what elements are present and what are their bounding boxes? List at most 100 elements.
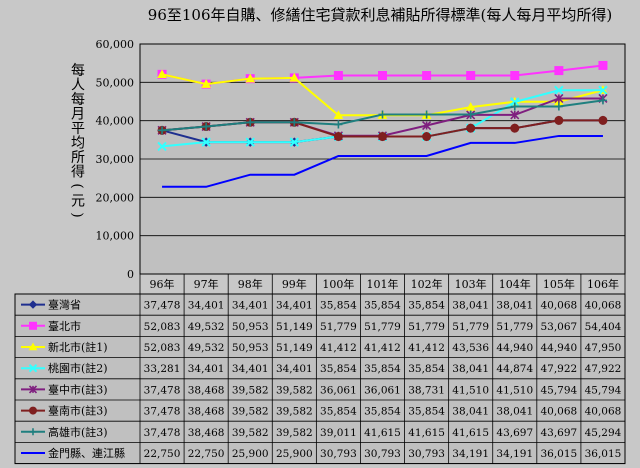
table-cell-value: 51,779 [364, 321, 401, 333]
y-tick-label: 60,000 [96, 38, 135, 51]
data-point [246, 118, 255, 127]
table-cell-value: 41,510 [496, 384, 533, 396]
y-axis-label-char: 均 [71, 136, 85, 152]
table-cell-value: 47,922 [540, 363, 577, 375]
data-point [333, 71, 343, 81]
table-cell-value: 51,779 [408, 321, 445, 333]
table-cell-value: 35,854 [364, 406, 401, 418]
data-point [422, 71, 432, 81]
data-point [29, 406, 37, 415]
data-point [28, 300, 38, 309]
x-tick-label: 99年 [282, 277, 307, 291]
data-point [510, 71, 520, 81]
series-name: 新北市(註1) [48, 340, 108, 354]
table-cell-value: 49,532 [188, 321, 225, 333]
table-cell-value: 39,582 [232, 406, 269, 418]
data-point [290, 118, 299, 127]
y-axis-label-char: 所 [71, 150, 85, 166]
table-cell-value: 39,582 [276, 384, 313, 396]
series-name: 桃園市(註2) [48, 361, 108, 375]
table-cell-value: 37,478 [144, 406, 181, 418]
table-cell-value: 22,750 [188, 448, 225, 460]
data-point [378, 110, 387, 119]
data-point [598, 85, 608, 96]
table-cell-value: 35,854 [364, 363, 401, 375]
y-axis-label-char: 人 [71, 78, 85, 94]
table-cell-value: 50,953 [232, 321, 269, 333]
table-cell-value: 22,750 [144, 448, 181, 460]
table-cell-value: 41,615 [408, 427, 445, 439]
table-cell-value: 39,011 [320, 427, 357, 439]
table-cell-value: 52,083 [144, 321, 181, 333]
data-point [554, 66, 564, 76]
data-point [510, 102, 519, 111]
table-cell-value: 54,404 [585, 321, 622, 333]
table-cell-value: 52,083 [144, 342, 181, 354]
table-cell-value: 33,281 [144, 363, 181, 375]
table-cell-value: 35,854 [320, 300, 357, 312]
data-point [422, 120, 432, 131]
data-point [201, 137, 211, 147]
data-point [29, 321, 37, 330]
table-cell-value: 34,401 [188, 363, 225, 375]
data-point [422, 110, 431, 119]
table-cell-value: 40,068 [585, 406, 622, 418]
data-point [245, 73, 256, 83]
chart-title: 96至106年自購、修繕住宅貸款利息補貼所得標準(每人每月平均所得) [148, 6, 612, 24]
table-cell-value: 38,468 [188, 384, 225, 396]
table-cell-value: 34,401 [276, 300, 313, 312]
table-cell-value: 41,615 [452, 427, 489, 439]
table-cell-value: 37,478 [144, 384, 181, 396]
table-cell-value: 44,940 [540, 342, 577, 354]
series-name: 臺南市(註3) [48, 404, 108, 418]
data-point [554, 102, 563, 111]
data-point [554, 115, 564, 125]
data-point [598, 115, 608, 125]
table-cell-value: 41,615 [364, 427, 401, 439]
x-tick-label: 104年 [499, 277, 531, 291]
data-point [202, 122, 211, 131]
table-cell-value: 36,061 [320, 384, 357, 396]
y-tick-label: 30,000 [96, 153, 135, 166]
x-tick-label: 100年 [322, 277, 354, 291]
table-cell-value: 38,041 [496, 300, 533, 312]
data-point [333, 132, 343, 142]
table-cell-value: 41,412 [320, 342, 357, 354]
table-cell-value: 50,953 [232, 342, 269, 354]
table-cell-value: 34,401 [188, 300, 225, 312]
x-tick-label: 103年 [455, 277, 487, 291]
data-point [422, 132, 432, 142]
data-point [554, 85, 564, 96]
table-cell-value: 30,793 [320, 448, 357, 460]
series-name: 臺灣省 [48, 298, 81, 312]
data-point [466, 110, 475, 119]
y-axis-label-char: ) [69, 212, 85, 217]
series-name: 高雄市(註3) [48, 425, 108, 439]
data-point [334, 120, 343, 129]
y-axis-label-char: 元 [71, 194, 85, 210]
table-cell-value: 38,731 [408, 384, 445, 396]
table-cell-value: 34,401 [232, 300, 269, 312]
series-line [162, 134, 603, 188]
table-cell-value: 36,015 [585, 448, 622, 460]
series-name: 臺北市 [48, 319, 81, 333]
x-tick-label: 105年 [543, 277, 575, 291]
series-高雄市(註3) [158, 96, 607, 135]
y-axis: 0 10,000 20,000 30,000 40,000 50,000 60,000 [96, 38, 135, 281]
table-cell-value: 35,854 [408, 363, 445, 375]
table-cell-value: 40,068 [540, 300, 577, 312]
table-cell-value: 35,854 [364, 300, 401, 312]
table-cell-value: 25,900 [232, 448, 269, 460]
data-point [245, 137, 255, 147]
series-金門縣、連江縣 [162, 134, 603, 188]
y-tick-label: 40,000 [96, 115, 135, 128]
data-point [466, 71, 476, 81]
data-point [157, 69, 167, 79]
x-tick-label: 98年 [238, 277, 263, 291]
data-point [28, 385, 38, 394]
data-point [289, 72, 300, 82]
table-cell-value: 35,854 [320, 406, 357, 418]
table-cell-value: 34,401 [276, 363, 313, 375]
data-point [28, 363, 38, 373]
